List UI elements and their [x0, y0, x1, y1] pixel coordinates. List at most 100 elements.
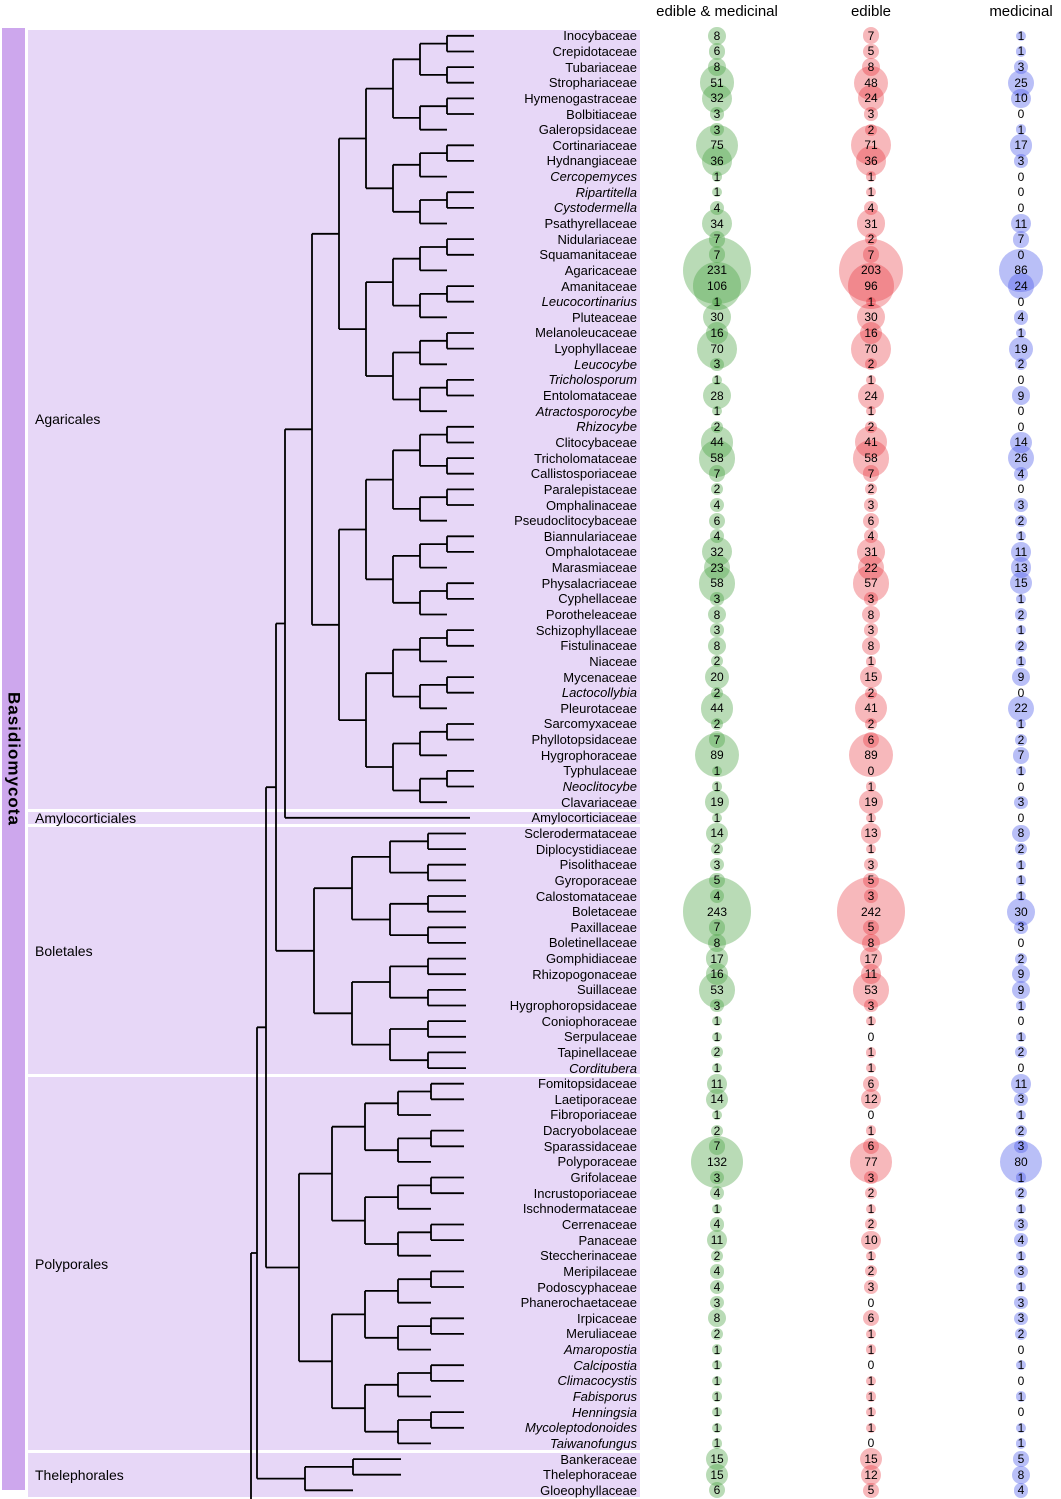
count-edible: 24 — [864, 91, 878, 106]
family-label: Thelephoraceae — [543, 1467, 637, 1483]
bubble-edible — [865, 296, 877, 307]
count-edible: 57 — [864, 576, 878, 591]
count-edible-and-medicinal: 1 — [713, 185, 721, 200]
count-edible: 70 — [864, 341, 878, 356]
bubble-edible-and-medicinal — [703, 381, 731, 410]
bubble-edible — [839, 238, 903, 303]
count-edible-and-medicinal: 4 — [713, 1186, 721, 1201]
count-edible: 3 — [867, 857, 875, 872]
bubble-edible — [865, 1375, 877, 1387]
count-edible-and-medicinal: 3 — [713, 591, 721, 606]
count-medicinal: 8 — [1017, 1467, 1025, 1482]
bubble-edible-and-medicinal — [704, 664, 730, 690]
bubble-medicinal — [1008, 695, 1034, 721]
count-edible-and-medicinal: 8 — [713, 607, 721, 622]
count-medicinal: 3 — [1017, 153, 1025, 168]
bubble-medicinal — [1014, 1264, 1028, 1279]
count-edible-and-medicinal: 2 — [713, 419, 721, 434]
family-label: Clavariaceae — [561, 794, 637, 810]
count-edible: 8 — [867, 607, 875, 622]
count-edible-and-medicinal: 1 — [713, 1405, 721, 1420]
count-medicinal: 1 — [1017, 28, 1025, 43]
bubble-edible-and-medicinal — [706, 1463, 728, 1486]
bubble-medicinal — [1014, 1092, 1028, 1106]
count-edible: 6 — [867, 1311, 875, 1326]
count-medicinal: 2 — [1017, 842, 1025, 857]
bubble-edible-and-medicinal — [702, 303, 732, 332]
count-medicinal: 2 — [1017, 1326, 1025, 1341]
bubble-edible-and-medicinal — [710, 998, 724, 1013]
count-edible-and-medicinal: 2 — [713, 482, 721, 497]
bubble-edible — [860, 1089, 882, 1110]
count-edible: 2 — [867, 357, 875, 372]
bubble-edible-and-medicinal — [710, 592, 724, 606]
family-label: Cyphellaceae — [558, 591, 637, 607]
bubble-edible — [864, 1187, 878, 1200]
bubble-edible — [852, 564, 890, 602]
bubble-edible-and-medicinal — [690, 1135, 744, 1189]
count-edible-and-medicinal: 51 — [710, 75, 724, 90]
bubble-edible-and-medicinal — [710, 686, 724, 699]
count-edible-and-medicinal: 1 — [713, 1061, 721, 1076]
family-label: Corditubera — [569, 1060, 637, 1076]
count-medicinal: 1 — [1017, 1389, 1025, 1404]
family-label: Sclerodermataceae — [524, 825, 637, 841]
family-label: Laetiporaceae — [554, 1091, 637, 1107]
count-edible: 10 — [864, 1233, 878, 1248]
count-edible: 1 — [867, 1405, 875, 1420]
family-label: Squamanitaceae — [539, 247, 637, 263]
bubble-edible — [863, 872, 879, 889]
count-medicinal: 1 — [1017, 1358, 1025, 1373]
count-edible-and-medicinal: 15 — [710, 1467, 724, 1482]
bubble-edible-and-medicinal — [709, 529, 725, 544]
bubble-edible — [864, 420, 878, 433]
count-edible: 48 — [864, 75, 878, 90]
bubble-edible — [862, 636, 880, 655]
count-medicinal: 3 — [1017, 920, 1025, 935]
count-edible: 6 — [867, 1139, 875, 1154]
count-medicinal: 0 — [1017, 482, 1025, 497]
count-edible: 4 — [867, 529, 875, 544]
bubble-medicinal — [1014, 1124, 1028, 1137]
bubble-edible — [865, 187, 877, 198]
family-label: Atractosporocybe — [535, 403, 637, 419]
count-edible: 1 — [867, 1201, 875, 1216]
bubble-edible-and-medicinal — [708, 1309, 726, 1328]
count-edible-and-medicinal: 243 — [706, 904, 728, 919]
count-edible: 3 — [867, 1280, 875, 1295]
family-label: Mycoleptodonoides — [524, 1420, 637, 1436]
bubble-medicinal — [1010, 572, 1032, 595]
count-edible-and-medicinal: 7 — [713, 232, 721, 247]
count-edible-and-medicinal: 3 — [713, 107, 721, 122]
family-label: Nidulariaceae — [557, 231, 638, 247]
family-label: Pluteaceae — [571, 309, 637, 325]
bubble-edible — [863, 529, 879, 544]
bubble-edible-and-medicinal — [709, 1185, 725, 1201]
family-label: Leucocybe — [574, 356, 637, 372]
count-medicinal: 11 — [1014, 1076, 1028, 1091]
count-medicinal: 0 — [1017, 1342, 1025, 1357]
count-medicinal: 0 — [1017, 935, 1025, 950]
count-medicinal: 9 — [1017, 982, 1025, 997]
bubble-edible — [865, 1250, 877, 1261]
bubble-medicinal — [1011, 542, 1031, 562]
bubble-edible — [864, 858, 878, 872]
bubble-edible — [860, 666, 882, 688]
bubble-edible — [865, 1047, 877, 1058]
order-band-boletales — [28, 827, 640, 1075]
bubble-edible — [863, 200, 879, 216]
bubble-edible — [864, 889, 878, 903]
count-edible-and-medicinal: 1 — [713, 1029, 721, 1044]
bubble-edible — [864, 1280, 878, 1294]
count-edible: 0 — [867, 763, 875, 778]
count-medicinal: 80 — [1014, 1154, 1028, 1169]
bubble-edible-and-medicinal — [711, 1438, 723, 1449]
bubble-medicinal — [1014, 1187, 1028, 1200]
bubble-edible — [860, 823, 882, 844]
count-edible-and-medicinal: 3 — [713, 122, 721, 137]
count-edible: 1 — [867, 185, 875, 200]
bubble-edible — [854, 692, 887, 725]
order-band-thelephorales — [28, 1452, 640, 1497]
bubble-edible-and-medicinal — [708, 26, 726, 45]
count-edible: 16 — [864, 325, 878, 340]
